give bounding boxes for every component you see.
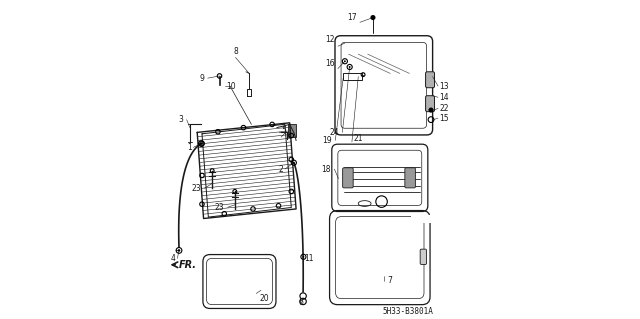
Text: 10: 10 (226, 82, 236, 91)
Circle shape (371, 15, 376, 20)
Text: 5: 5 (281, 126, 286, 135)
Circle shape (344, 60, 346, 62)
Circle shape (428, 108, 433, 113)
FancyBboxPatch shape (426, 96, 435, 112)
Text: 9: 9 (200, 74, 205, 83)
Text: 3: 3 (179, 115, 184, 124)
Text: 7: 7 (387, 276, 392, 285)
Bar (288, 124, 296, 137)
Text: 19: 19 (323, 136, 332, 145)
Text: 11: 11 (305, 254, 314, 263)
Text: FR.: FR. (179, 260, 196, 271)
FancyBboxPatch shape (426, 72, 435, 88)
Text: 13: 13 (440, 82, 449, 91)
Text: 14: 14 (440, 93, 449, 102)
Circle shape (293, 162, 295, 164)
Ellipse shape (358, 201, 371, 206)
Text: 4: 4 (171, 254, 176, 263)
Text: 16: 16 (325, 59, 335, 68)
Text: 6: 6 (298, 298, 303, 307)
Text: 23: 23 (192, 184, 202, 193)
Text: 20: 20 (259, 294, 269, 303)
Circle shape (303, 256, 305, 258)
Text: 1: 1 (187, 143, 192, 152)
Text: 15: 15 (440, 114, 449, 122)
Bar (343, 73, 362, 80)
Text: 12: 12 (325, 35, 335, 44)
Text: 8: 8 (233, 47, 238, 56)
Circle shape (349, 66, 351, 68)
Bar (411, 215, 431, 223)
Text: 2: 2 (278, 165, 284, 174)
Text: 18: 18 (322, 165, 331, 174)
FancyBboxPatch shape (342, 168, 353, 188)
Text: 17: 17 (347, 13, 356, 22)
Text: 5H33-B3801A: 5H33-B3801A (382, 307, 433, 315)
Text: 23: 23 (214, 203, 224, 212)
Circle shape (178, 249, 180, 252)
Circle shape (200, 142, 203, 145)
Text: 22: 22 (440, 104, 449, 113)
Text: 21: 21 (353, 134, 363, 143)
Text: 24: 24 (330, 128, 339, 137)
FancyBboxPatch shape (420, 249, 426, 264)
FancyBboxPatch shape (405, 168, 415, 188)
